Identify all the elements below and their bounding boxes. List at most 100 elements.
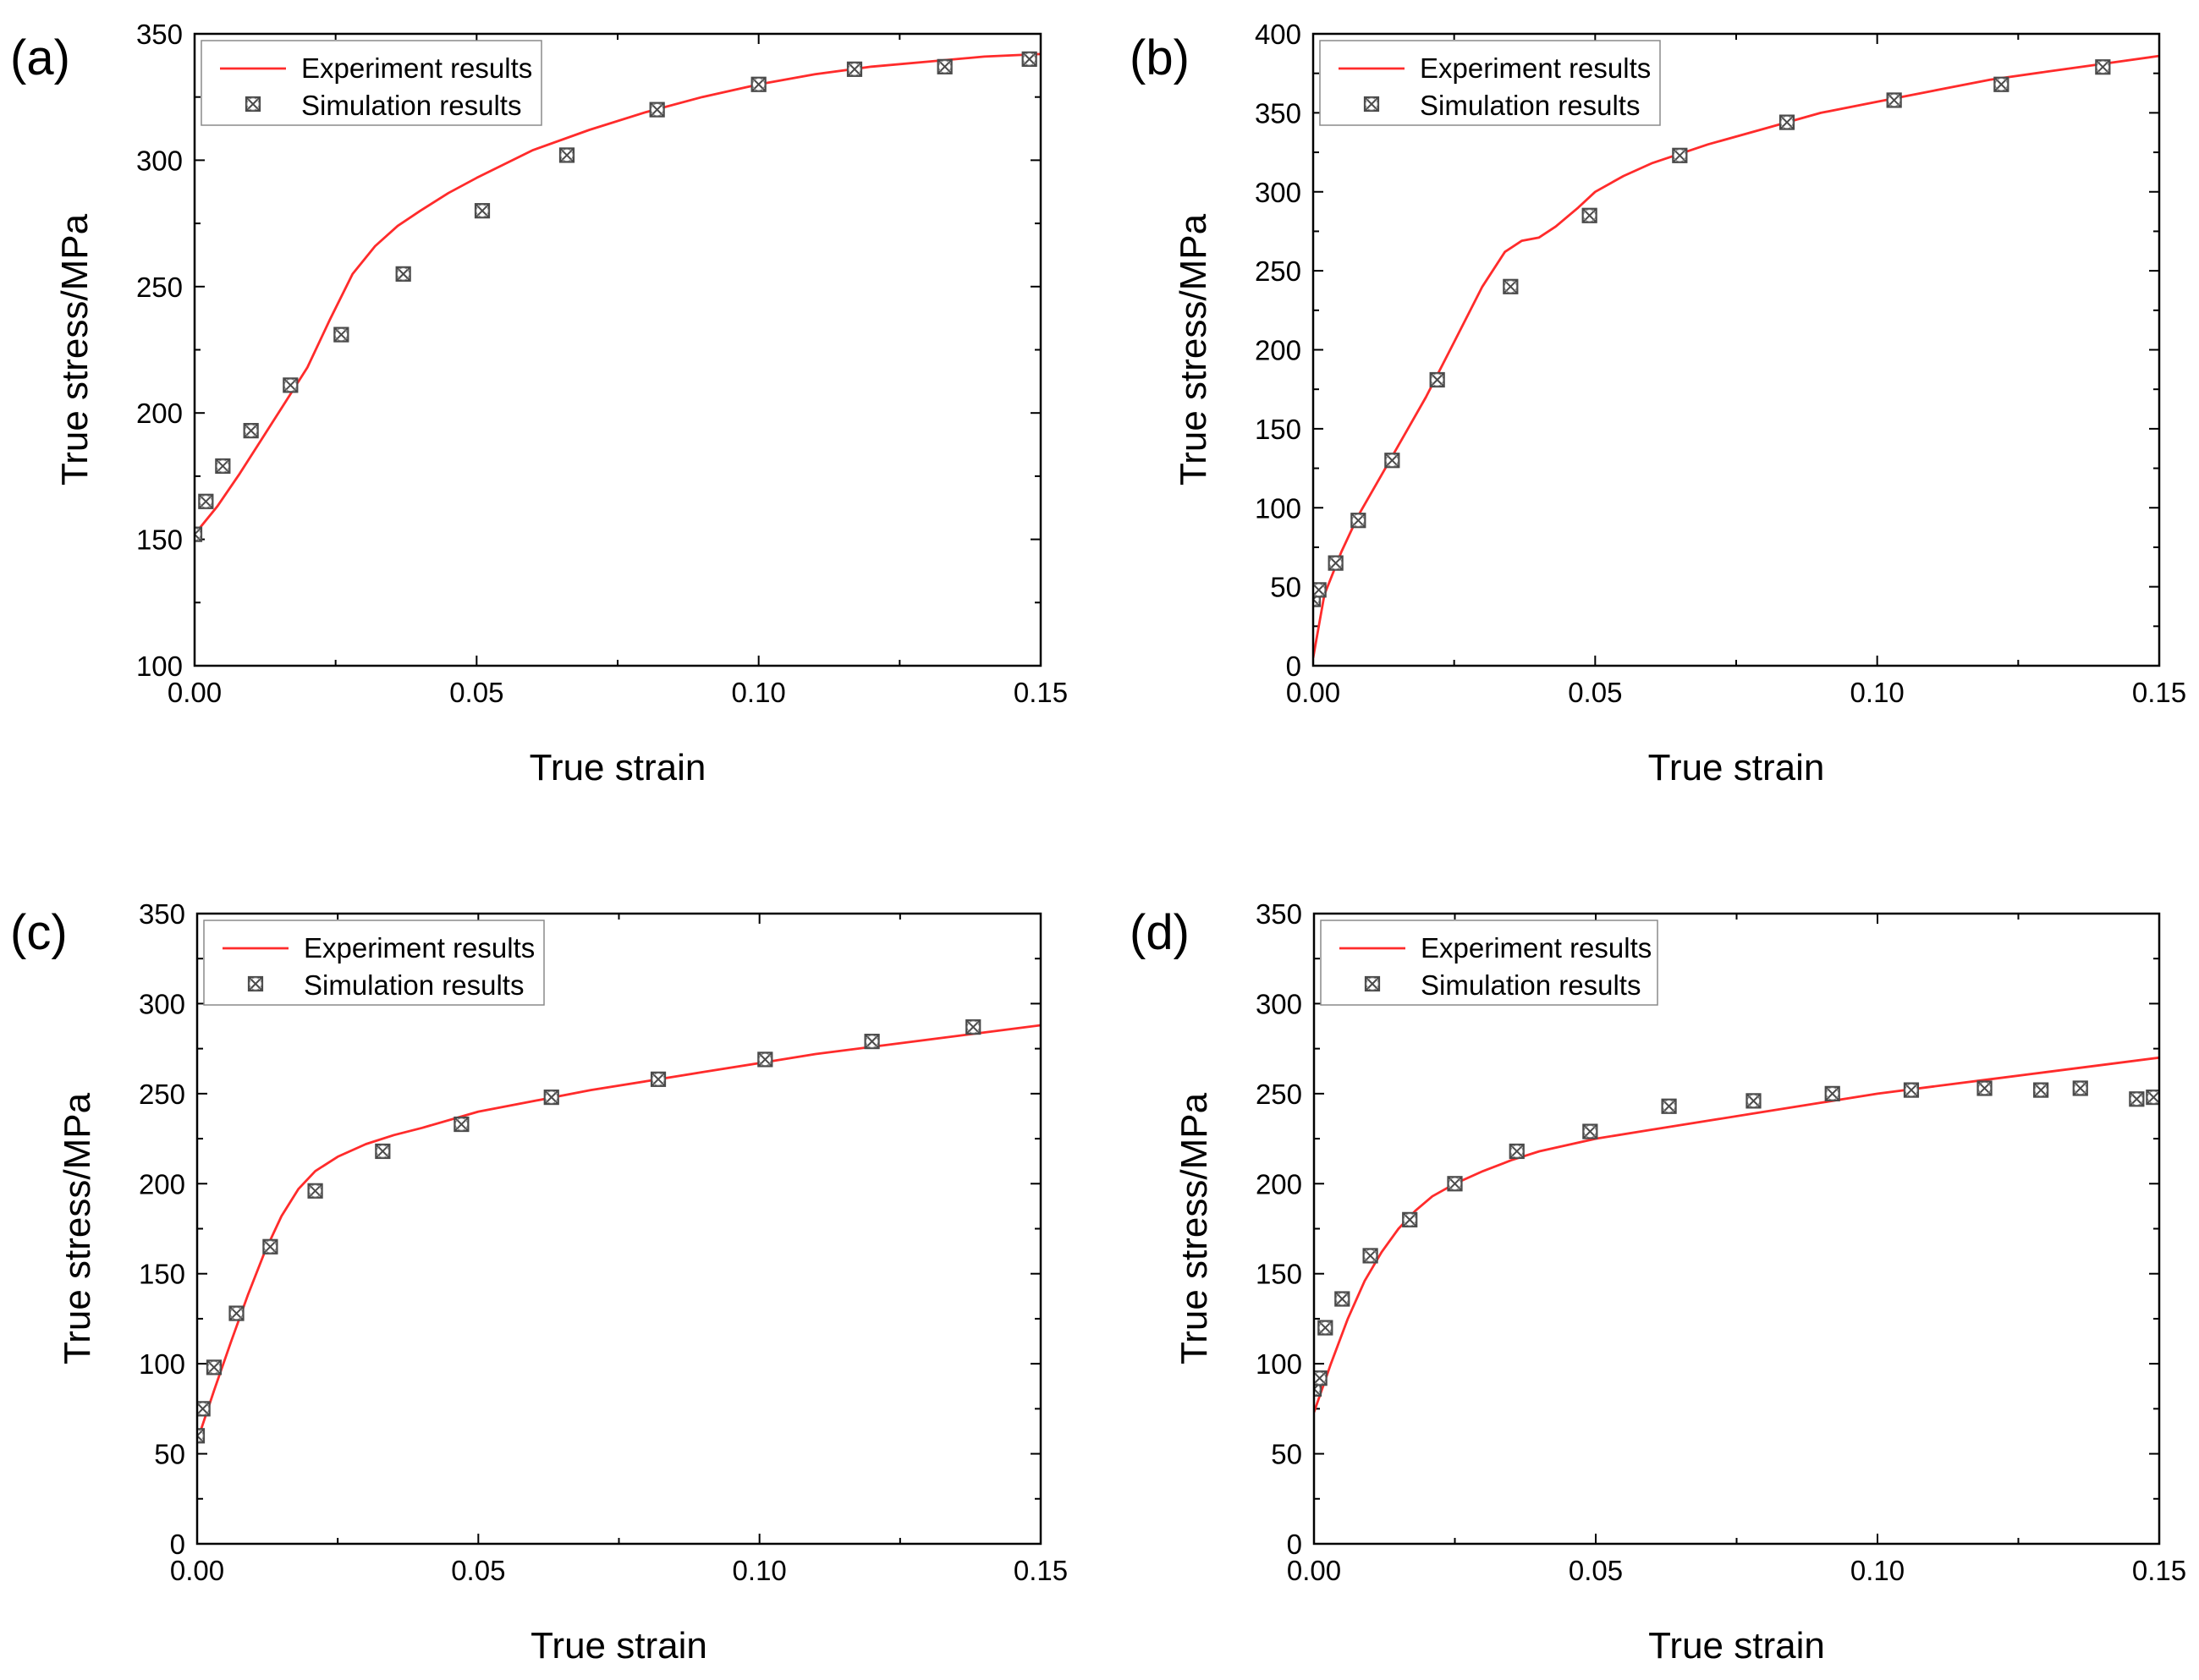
y-tick-label: 200 [136,398,183,429]
x-tick-label: 0.10 [732,677,786,708]
simulation-point [1993,76,2009,92]
marker-ring [1335,1292,1350,1306]
plot-area [195,51,1041,542]
simulation-point [2129,1091,2145,1107]
marker-ring [334,327,349,342]
legend-label-simulation: Simulation results [301,90,521,121]
y-axis-label: True stress/MPa [1174,1092,1215,1364]
x-tick-label: 0.10 [1850,677,1905,708]
simulation-point [283,377,299,393]
simulation-point [649,102,665,118]
marker-box [1314,1381,1322,1397]
simulation-point [1503,278,1519,294]
panel-label: (b) [1130,30,1190,85]
simulation-point [454,1116,470,1133]
marker-ring [2074,1081,2087,1095]
simulation-point [2146,1090,2159,1106]
simulation-point [1582,1123,1598,1139]
simulation-point [2072,1080,2088,1096]
marker-ring [1887,93,1901,107]
marker-ring [283,378,298,393]
marker-ring [263,1240,278,1254]
simulation-point [474,203,491,219]
simulation-point [197,1401,211,1417]
simulation-point [1745,1093,1762,1109]
simulation-point [395,266,411,282]
marker-box [1313,591,1322,607]
legend-marker-swatch [247,975,264,992]
simulation-point [2095,59,2111,75]
x-tick-label: 0.00 [1286,677,1340,708]
marker-ring [1403,1213,1416,1227]
marker-ring [1583,1124,1597,1139]
marker-ring [1365,97,1378,111]
x-axis-label: True strain [1648,1625,1825,1666]
simulation-point [1824,1085,1840,1101]
simulation-point [1384,453,1400,469]
x-tick-label: 0.15 [2132,677,2186,708]
legend-label-simulation: Simulation results [1420,90,1640,121]
simulation-point [757,1051,773,1068]
y-tick-label: 150 [1256,1259,1302,1290]
y-tick-label: 200 [1256,1168,1302,1200]
chart-panel-c: (c) 0.00 0.05 0.10 0.15 0 50 100 150 200 250 300 350… [10,898,1068,1666]
chart-panel-b: (b) 0.00 0.05 0.10 0.15 0 50 100 150 200 250 300 350… [1130,19,2186,788]
y-tick-label: 0 [1286,651,1301,682]
panel-label: (c) [10,905,68,960]
experiment-curve [1314,1056,2159,1414]
marker-ring [937,60,952,74]
y-tick-label: 150 [1255,414,1301,445]
y-tick-label: 150 [136,524,183,556]
plot-frame [1312,912,2161,1545]
marker-ring [1318,1320,1333,1335]
marker-ring [246,97,260,111]
y-tick-label: 50 [1270,572,1301,603]
marker-ring [1746,1094,1761,1108]
marker-ring [560,148,574,162]
legend-marker-swatch [1363,96,1380,113]
marker-ring [1673,149,1687,162]
y-tick-label: 200 [1255,335,1301,366]
y-tick-label: 300 [136,145,183,176]
x-tick-label: 0.00 [168,677,222,708]
plot-frame [1311,32,2161,667]
x-tick-label: 0.00 [1287,1555,1341,1586]
marker-box [197,1428,206,1444]
legend-label-experiment: Experiment results [1420,52,1651,84]
marker-ring [396,267,410,281]
y-tick-label: 100 [139,1348,185,1380]
simulation-point [1976,1080,1993,1096]
marker-ring [476,204,489,217]
simulation-point [846,61,863,77]
marker-ring [1504,280,1518,294]
legend-label-experiment: Experiment results [1421,932,1652,964]
plot-area [1314,1056,2159,1414]
simulation-point [198,493,214,509]
marker-ring [1313,583,1326,597]
simulation-point [1509,1143,1525,1160]
marker-ring [1385,453,1399,467]
legend: Experiment results Simulation results [1320,920,1658,1006]
marker-ring [1448,1177,1462,1190]
simulation-point [558,147,575,163]
y-tick-label: 0 [1287,1529,1302,1560]
marker-ring [650,102,664,117]
marker-ring [1363,1249,1377,1263]
chart-panel-a: (a) 0.00 0.05 0.10 0.15 100 150 200 250 300 350 Tru… [10,19,1068,788]
y-tick-label: 100 [136,651,183,682]
simulation-point [375,1143,391,1160]
marker-ring [2034,1083,2048,1097]
marker-ring [1314,1371,1327,1385]
panel-label: (d) [1130,905,1190,960]
simulation-point [543,1090,559,1106]
legend: Experiment results Simulation results [203,920,545,1006]
simulation-point [1362,1248,1378,1264]
y-tick-label: 200 [139,1168,185,1200]
simulation-point [965,1018,981,1035]
y-axis-label: True stress/MPa [57,1092,98,1364]
legend-marker-swatch [245,96,261,113]
marker-ring [244,424,258,437]
simulation-point [1313,582,1327,598]
y-tick-label: 300 [139,988,185,1019]
